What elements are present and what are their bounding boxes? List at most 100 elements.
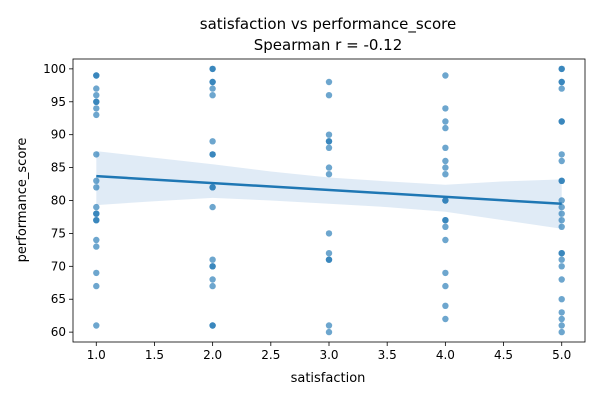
scatter-point xyxy=(558,78,565,86)
scatter-point xyxy=(93,322,100,329)
scatter-point xyxy=(558,197,565,204)
x-tick-label: 3.5 xyxy=(378,348,397,362)
scatter-point xyxy=(325,328,333,336)
points-layer xyxy=(93,65,565,336)
scatter-point xyxy=(93,98,100,106)
scatter-point xyxy=(558,263,565,270)
x-tick-label: 5.0 xyxy=(552,348,571,362)
scatter-point xyxy=(93,111,100,119)
scatter-point xyxy=(93,177,100,184)
scatter-point xyxy=(442,171,449,178)
scatter-point xyxy=(442,282,449,290)
scatter-point xyxy=(325,322,333,329)
scatter-point xyxy=(558,250,565,257)
x-axis-ticks: 1.0 1.5 2.0 2.5 3.0 3.5 4.0 4.5 5.0 xyxy=(87,342,571,362)
scatter-point xyxy=(325,78,333,86)
scatter-point xyxy=(442,217,449,224)
y-tick-label: 70 xyxy=(51,259,66,273)
scatter-point xyxy=(93,203,100,211)
scatter-point xyxy=(558,151,565,158)
scatter-point xyxy=(442,157,449,165)
scatter-point xyxy=(558,177,565,184)
x-tick-label: 4.0 xyxy=(436,348,455,362)
scatter-point xyxy=(325,250,333,257)
scatter-point xyxy=(558,315,565,323)
scatter-point xyxy=(558,322,565,329)
x-tick-label: 1.5 xyxy=(145,348,164,362)
y-tick-label: 60 xyxy=(51,325,66,339)
scatter-point xyxy=(93,105,100,112)
y-tick-label: 95 xyxy=(51,95,66,109)
scatter-point xyxy=(93,210,100,217)
x-tick-label: 4.5 xyxy=(494,348,513,362)
scatter-point xyxy=(93,217,100,224)
scatter-point xyxy=(209,151,216,158)
scatter-point xyxy=(325,131,333,138)
scatter-point xyxy=(93,151,100,158)
y-tick-label: 100 xyxy=(43,62,66,76)
scatter-point xyxy=(558,328,565,336)
scatter-point xyxy=(209,322,216,329)
scatter-point xyxy=(209,263,216,270)
scatter-point xyxy=(209,203,216,211)
scatter-point xyxy=(209,78,216,86)
scatter-point xyxy=(93,236,100,244)
scatter-point xyxy=(442,72,449,79)
scatter-point xyxy=(209,256,216,263)
scatter-point xyxy=(558,65,565,73)
scatter-point xyxy=(558,296,565,303)
scatter-point xyxy=(325,164,333,171)
regression-line xyxy=(96,174,562,206)
y-axis-ticks: 60 65 70 75 80 85 90 95 100 xyxy=(43,62,73,339)
scatter-point xyxy=(558,85,565,92)
scatter-point xyxy=(558,210,565,217)
scatter-point xyxy=(442,105,449,112)
y-tick-label: 75 xyxy=(51,226,66,240)
x-tick-label: 1.0 xyxy=(87,348,106,362)
scatter-point xyxy=(442,164,449,171)
scatter-point xyxy=(558,309,565,316)
scatter-point xyxy=(325,144,333,151)
scatter-point xyxy=(442,144,449,151)
scatter-point xyxy=(93,269,100,277)
x-tick-label: 2.5 xyxy=(261,348,280,362)
x-axis-label: satisfaction xyxy=(291,371,366,386)
scatter-point xyxy=(209,276,216,283)
scatter-point xyxy=(558,256,565,263)
scatter-point xyxy=(325,138,333,145)
fit-line-layer xyxy=(96,174,562,206)
x-tick-label: 3.0 xyxy=(319,348,338,362)
scatter-point xyxy=(442,223,449,230)
scatter-point xyxy=(442,315,449,323)
chart-subtitle: Spearman r = -0.12 xyxy=(254,36,403,54)
scatter-point xyxy=(209,138,216,145)
y-tick-label: 80 xyxy=(51,194,66,208)
scatter-point xyxy=(442,124,449,132)
scatter-point xyxy=(93,92,100,99)
scatter-point xyxy=(558,203,565,211)
scatter-point xyxy=(442,118,449,125)
scatter-point xyxy=(325,230,333,237)
scatter-point xyxy=(325,92,333,99)
y-axis-label: performance_score xyxy=(15,138,30,263)
scatter-point xyxy=(93,282,100,290)
scatter-point xyxy=(325,171,333,178)
scatter-point xyxy=(209,65,216,73)
scatter-point xyxy=(442,236,449,244)
scatter-point xyxy=(209,184,216,191)
x-tick-label: 2.0 xyxy=(203,348,222,362)
scatter-point xyxy=(558,118,565,125)
scatter-point xyxy=(209,282,216,290)
scatter-point xyxy=(209,92,216,99)
scatter-point xyxy=(93,72,100,79)
scatter-point xyxy=(558,223,565,230)
scatter-point xyxy=(442,197,449,204)
scatter-point xyxy=(93,85,100,92)
scatter-point xyxy=(558,157,565,165)
scatter-point xyxy=(442,269,449,277)
y-tick-label: 65 xyxy=(51,292,66,306)
scatter-point xyxy=(93,243,100,250)
scatter-point xyxy=(325,256,333,263)
scatter-point xyxy=(209,85,216,92)
